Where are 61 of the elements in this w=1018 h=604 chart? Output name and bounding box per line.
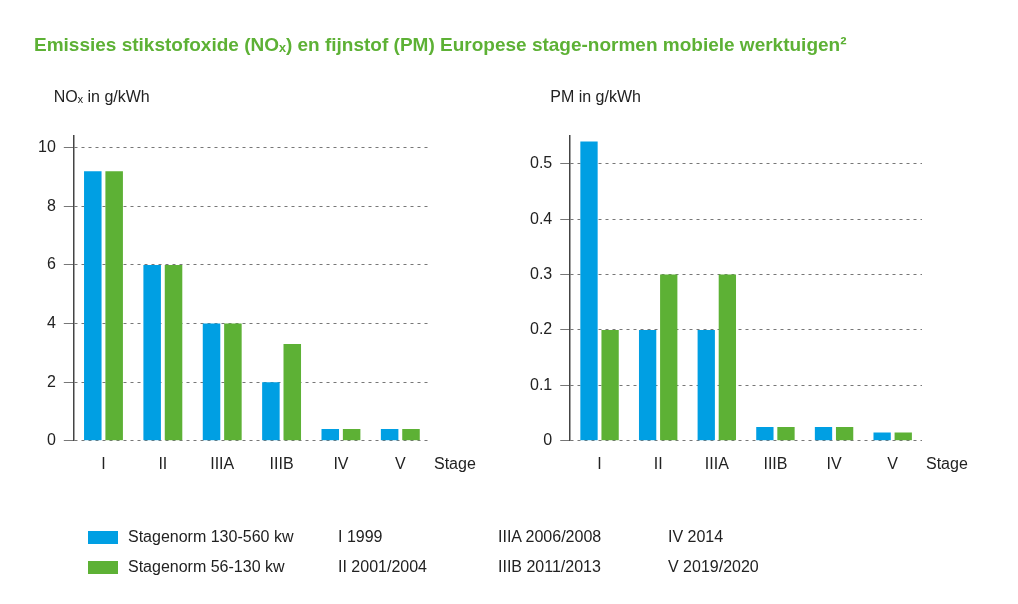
text: IIIA 2006/2008 — [498, 528, 603, 546]
y-tick-label: 8 — [46, 196, 56, 214]
x-tick-label: IV — [333, 454, 349, 472]
x-tick-label: IIIB — [269, 454, 294, 472]
bar — [601, 329, 619, 441]
bar — [660, 274, 678, 441]
text: IV 2014 — [668, 528, 725, 546]
legend-label: Stagenorm 130-560 kw — [128, 528, 294, 546]
x-tick-label: IV — [826, 454, 842, 472]
y-tick-label: 0.3 — [529, 264, 553, 282]
y-tick-label: 6 — [46, 255, 56, 273]
bar — [143, 264, 161, 441]
x-axis-title: Stage — [434, 455, 476, 473]
bar — [202, 323, 221, 441]
y-tick-label: 2 — [46, 372, 56, 390]
bar — [638, 329, 657, 441]
x-tick-label: V — [394, 454, 406, 472]
bar — [164, 264, 183, 441]
x-tick-label: I — [101, 454, 106, 472]
bar — [873, 432, 891, 441]
text: V 2019/2020 — [668, 558, 760, 576]
bar — [835, 426, 854, 441]
x-tick-label: IIIA — [704, 454, 730, 472]
bar — [84, 171, 102, 441]
text: I 1999 — [338, 528, 384, 546]
x-tick-label: I — [597, 454, 602, 472]
x-tick-label: II — [653, 454, 663, 472]
bar — [580, 141, 598, 441]
chart-title: Emissies stikstofoxide (NOₓ) en fijnstof (PM) Europese stage-normen mobiele werktuigen² — [34, 34, 847, 56]
bar — [224, 323, 242, 441]
y-tick-label: 0.4 — [529, 209, 553, 227]
y-tick-label: 0.1 — [529, 375, 553, 393]
y-axis-title: PM in g/kWh — [550, 88, 641, 105]
x-tick-label: IIIA — [210, 454, 235, 472]
x-tick-label: V — [887, 454, 899, 472]
y-axis-title: NOₓ in g/kWh — [53, 88, 150, 105]
bar — [402, 429, 420, 441]
bar — [894, 432, 912, 441]
x-axis-title: Stage — [926, 455, 968, 473]
bar — [756, 426, 774, 441]
legend-label: Stagenorm 56-130 kw — [128, 558, 285, 576]
bar — [105, 171, 123, 441]
bar — [262, 382, 280, 441]
y-tick-label: 4 — [46, 313, 56, 331]
bar — [814, 426, 833, 441]
text: IIIB 2011/2013 — [498, 558, 602, 576]
y-tick-label: 0.5 — [529, 154, 553, 172]
bar — [697, 329, 715, 441]
text: II 2001/2004 — [338, 558, 428, 576]
x-tick-label: II — [158, 454, 168, 472]
bar — [718, 274, 737, 441]
y-tick-label: 0 — [46, 431, 56, 449]
bar — [777, 426, 795, 441]
y-tick-label: 10 — [38, 138, 56, 156]
bar — [342, 429, 361, 441]
y-tick-label: 0 — [543, 431, 553, 449]
y-tick-label: 0.2 — [529, 320, 553, 338]
bar — [380, 429, 399, 441]
bar — [321, 429, 340, 441]
bar — [283, 344, 302, 441]
x-tick-label: IIIB — [763, 454, 788, 472]
